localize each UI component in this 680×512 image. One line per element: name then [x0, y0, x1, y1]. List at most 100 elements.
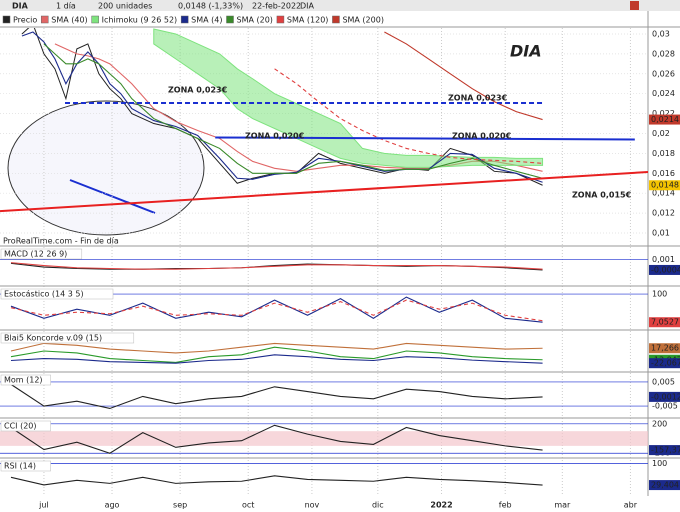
x-tick-label: mar: [554, 501, 571, 510]
last-value-box: [649, 114, 680, 125]
panel-title: Mom (12): [4, 376, 43, 385]
source: ProRealTime.com - Fin de día: [3, 237, 119, 246]
x-tick-label: sep: [173, 501, 187, 510]
legend-swatch: [40, 15, 49, 24]
panel: [0, 259, 648, 271]
series-line: [10, 299, 543, 322]
panel-title: Blai5 Koncorde v.09 (15): [4, 334, 102, 343]
last-value-label: 7,0527: [651, 318, 679, 327]
panel-title-bg: [0, 288, 114, 300]
last-value-label: 29,404: [651, 481, 679, 490]
series-line: [384, 31, 543, 121]
series-line: [10, 346, 543, 363]
y-tick-label: 0,018: [652, 149, 675, 158]
x-tick-label: jul: [38, 501, 49, 510]
panel-title: RSI (14): [4, 462, 36, 471]
y-tick-label: 0,028: [652, 49, 675, 58]
y-tick-label: 0,005: [652, 377, 675, 386]
x-tick-label: nov: [305, 501, 320, 510]
last-value-box: [649, 480, 680, 491]
x-tick-label: abr: [624, 501, 638, 510]
panel-title-bg: [0, 374, 51, 386]
x-tick-label: ago: [105, 501, 120, 510]
last-value-label: 0,0214: [651, 115, 679, 124]
units[interactable]: 200 unidades: [98, 2, 152, 11]
legend-label: SMA (120): [287, 16, 329, 25]
symbol[interactable]: DIA: [12, 2, 29, 11]
quote: 0,0148 (-1,33%): [178, 2, 243, 11]
annotation: ZONA 0,015€: [572, 191, 632, 200]
legend-label: SMA (200): [342, 16, 384, 25]
y-tick-label: -0,005: [652, 402, 678, 411]
panel-title-bg: [0, 248, 83, 260]
panel: [0, 463, 648, 486]
series-line: [10, 354, 543, 364]
y-tick-label: 100: [652, 290, 667, 299]
x-tick-label: feb: [499, 501, 512, 510]
panel: [10, 342, 543, 364]
legend-swatch: [180, 15, 189, 24]
close-button[interactable]: [630, 1, 639, 10]
panel: [0, 381, 648, 410]
legend-swatch: [276, 15, 285, 24]
series-line: [21, 31, 543, 183]
y-tick-label: 0,026: [652, 69, 675, 78]
panel-title: MACD (12 26 9): [4, 250, 67, 259]
x-tick-label: oct: [242, 501, 254, 510]
last-value-label: -0,0004: [651, 265, 680, 274]
series-line: [10, 383, 543, 410]
date: 22-feb-2022: [252, 2, 301, 11]
series-line: [43, 43, 543, 179]
legend-label: SMA (40): [51, 16, 87, 25]
last-value-box: [649, 180, 680, 191]
annotation: ZONA 0,020€: [245, 132, 305, 141]
last-value-box: [649, 343, 680, 354]
legend-label: SMA (4): [191, 16, 222, 25]
last-value-label: -157,37: [651, 446, 680, 455]
name: DIA: [300, 2, 315, 11]
panel-title: Estocástico (14 3 5): [4, 290, 84, 299]
toolbar: [0, 0, 680, 11]
series-line: [10, 262, 543, 270]
y-tick-label: 0,03: [652, 29, 670, 38]
legend-label: Precio: [13, 16, 37, 25]
legend-swatch: [226, 15, 234, 24]
y-tick-label: 0,022: [652, 109, 675, 118]
cci-band: [0, 431, 648, 446]
panel-title-bg: [0, 460, 51, 472]
legend-swatch: [91, 15, 99, 24]
y-tick-label: 0,01: [652, 229, 670, 238]
last-value-box: [649, 264, 680, 275]
annotation: DIA: [510, 42, 542, 61]
y-tick-label: 100: [652, 459, 667, 468]
series-line: [10, 424, 543, 454]
last-value-label: 17,266: [651, 344, 679, 353]
ichimoku-cloud: [153, 28, 544, 168]
last-value-box: [649, 445, 680, 456]
panel-title-bg: [0, 420, 51, 432]
panel-title-bg: [0, 332, 135, 344]
series-line: [10, 475, 543, 486]
panel: [0, 28, 648, 234]
series-line: [274, 68, 543, 164]
last-value-label: -0,0012: [651, 392, 680, 401]
annotation: ZONA 0,023€: [448, 94, 508, 103]
series-line: [10, 342, 543, 354]
last-value-box: [649, 391, 680, 402]
legend-label: SMA (20): [237, 16, 273, 25]
legend-swatch: [2, 15, 11, 24]
x-tick-label: 2022: [430, 501, 452, 510]
series-line: [10, 296, 543, 323]
annotation: ZONA 0,023€: [168, 86, 228, 95]
zone-line: [215, 136, 635, 141]
period[interactable]: 1 día: [56, 2, 76, 11]
y-tick-label: 0,001: [652, 255, 675, 264]
y-tick-label: 0,02: [652, 129, 670, 138]
last-value-label: 0,0148: [651, 181, 679, 190]
y-tick-label: 0,012: [652, 209, 675, 218]
legend-label: Ichimoku (9 26 52): [102, 16, 178, 25]
zone-line: [0, 171, 648, 213]
legend-swatch: [332, 15, 340, 24]
